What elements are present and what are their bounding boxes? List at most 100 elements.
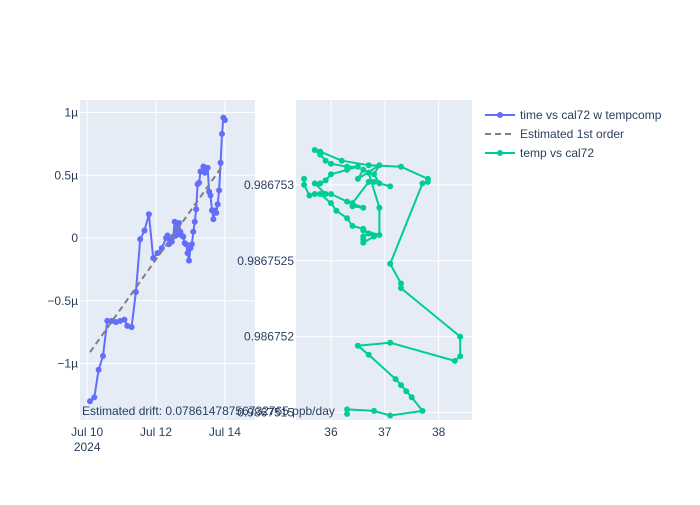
temp-vs-cal72-point [322,177,329,184]
time-vs-cal72-w-tempcomp-point [184,250,191,257]
temp-vs-cal72-point [360,204,367,211]
legend-marker [497,150,503,156]
temp-vs-cal72-point [322,157,329,164]
temp-vs-cal72-point [387,260,394,267]
time-vs-cal72-w-tempcomp-point [154,250,161,257]
left-x-tick-label: Jul 12 [140,425,172,439]
temp-vs-cal72-point [349,203,356,210]
temp-vs-cal72-point [317,148,324,155]
left-x-tick-label: Jul 10 [71,425,103,439]
legend[interactable]: time vs cal72 w tempcomp Estimated 1st or… [485,108,662,160]
temp-vs-cal72-point [328,191,334,197]
left-plot-area [80,100,255,420]
temp-vs-cal72-point [376,180,383,187]
time-vs-cal72-w-tempcomp-point [219,130,225,137]
left-x-tick-label: Jul 14 [209,425,241,439]
temp-vs-cal72-point [301,181,308,188]
right-x-tick-label: 36 [324,425,338,439]
temp-vs-cal72-point [376,162,383,169]
right-x-tick-label: 38 [432,425,446,439]
temp-vs-cal72-point [398,163,404,170]
legend-item-temp-vs-cal72[interactable]: temp vs cal72 [485,146,594,160]
temp-vs-cal72-point [365,162,372,169]
left-y-tick-label: 0.5µ [54,168,78,182]
temp-vs-cal72-point [354,163,361,170]
temp-vs-cal72-point [424,178,431,185]
temp-vs-cal72-point [333,207,340,214]
right-y-tick-label: 0.9867515 [237,405,294,419]
temp-vs-cal72-point [317,191,324,197]
legend-item-estimated-1st-order[interactable]: Estimated 1st order [485,127,624,141]
temp-vs-cal72-point [419,180,426,187]
temp-vs-cal72-point [376,204,383,211]
temp-vs-cal72-point [398,280,404,287]
right-tick-labels: 36 37 38 0.986753 0.9867525 0.986752 0.9867515 [237,178,445,439]
temp-vs-cal72-point [403,388,410,395]
temp-vs-cal72-point [376,232,383,238]
temp-vs-cal72-point [392,376,399,383]
temp-vs-cal72-point [354,175,361,182]
right-x-tick-label: 37 [378,425,392,439]
time-vs-cal72-w-tempcomp-point [158,245,165,252]
time-vs-cal72-w-tempcomp-point [137,236,144,243]
temp-vs-cal72-point [360,227,367,234]
temp-vs-cal72-point [360,233,367,240]
time-vs-cal72-w-tempcomp-point [100,353,106,359]
time-vs-cal72-w-tempcomp-point [180,233,187,240]
temp-vs-cal72-point [371,171,377,178]
right-plot-area [296,100,472,420]
left-x-tick-sublabel: 2024 [74,440,101,454]
temp-vs-cal72-point [365,351,372,358]
time-vs-cal72-w-tempcomp-point [183,241,190,248]
temp-vs-cal72-point [344,406,351,413]
drift-annotation: Estimated drift: 0.07861478756732765 ppb… [82,404,335,418]
temp-vs-cal72-point [360,166,367,173]
temp-vs-cal72-point [457,333,464,340]
temp-vs-cal72-point [344,410,351,417]
right-grid [296,100,472,420]
legend-item-time-vs-cal72-w-tempcomp[interactable]: time vs cal72 w tempcomp [485,108,662,122]
temp-vs-cal72-point [371,233,377,240]
time-vs-cal72-w-tempcomp-point [128,324,135,331]
estimated-1st-order-line [89,165,223,353]
temp-vs-cal72-point [344,215,351,222]
temp-vs-cal72-point [398,382,404,389]
temp-vs-cal72-point [322,191,329,197]
time-vs-cal72-w-tempcomp-point [213,209,220,216]
time-vs-cal72-w-tempcomp-point [145,211,152,218]
temp-vs-cal72-point [338,157,345,164]
left-y-tick-label: −1µ [57,357,78,371]
temp-vs-cal72-point [457,353,464,360]
time-vs-cal72-w-tempcomp-point [221,117,228,124]
right-series-layer [301,147,464,419]
temp-vs-cal72-point [371,178,377,185]
temp-vs-cal72-point [311,147,318,153]
temp-vs-cal72-point [344,163,351,170]
time-vs-cal72-w-tempcomp-point [91,394,98,401]
temp-vs-cal72-point [317,180,324,187]
legend-marker [497,112,503,118]
time-vs-cal72-w-tempcomp-point [196,179,203,186]
time-vs-cal72-w-tempcomp-point [164,232,171,239]
temp-vs-cal72-point [408,394,415,401]
temp-vs-cal72-point [365,178,372,185]
temp-vs-cal72-point [387,412,394,419]
right-y-tick-label: 0.986752 [244,330,294,344]
time-vs-cal72-w-tempcomp-point [95,366,102,373]
time-vs-cal72-w-tempcomp-point [204,164,211,171]
temp-vs-cal72-point [328,200,334,207]
temp-vs-cal72-point [398,285,404,292]
legend-label: time vs cal72 w tempcomp [520,108,662,122]
time-vs-cal72-w-tempcomp-point [210,216,217,223]
temp-vs-cal72-point [311,191,318,197]
time-vs-cal72-w-tempcomp-point [104,317,111,324]
time-vs-cal72-w-tempcomp-point [87,398,93,405]
temp-vs-cal72-point [387,339,394,346]
time-vs-cal72-w-tempcomp-point [141,227,148,234]
temp-vs-cal72-point [328,160,334,167]
right-y-tick-label: 0.986753 [244,178,294,192]
temp-vs-cal72-point [349,222,356,229]
left-y-tick-label: 0 [71,231,78,245]
